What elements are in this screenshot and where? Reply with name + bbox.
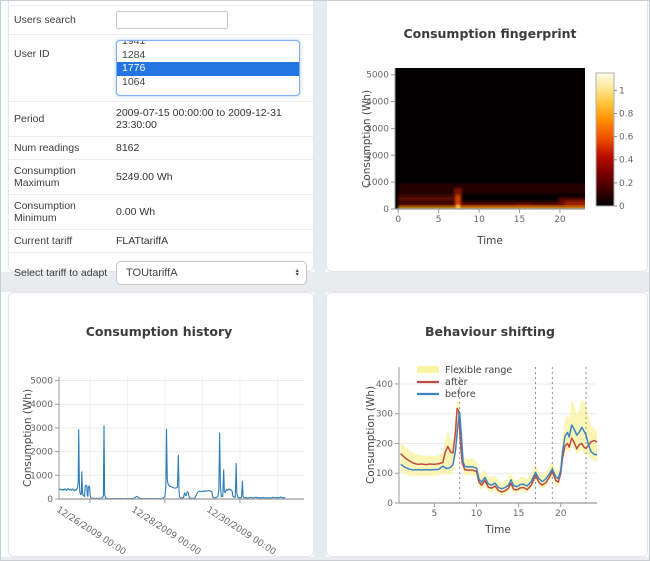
svg-text:Behaviour shifting: Behaviour shifting [425, 324, 555, 339]
chart-svg: Consumption fingerprint01000200030004000… [361, 26, 634, 247]
svg-text:4000: 4000 [30, 400, 53, 410]
svg-text:4000: 4000 [366, 98, 389, 108]
form-row-value: 8162 [116, 142, 140, 154]
svg-text:0.6: 0.6 [619, 133, 634, 143]
user-id-row: User ID 1941 1284 1776 1064 [9, 35, 313, 102]
svg-text:10: 10 [473, 215, 485, 225]
svg-text:Time: Time [484, 524, 511, 536]
svg-text:Consumption (Wh): Consumption (Wh) [22, 389, 34, 487]
form-row-value: 5249.00 Wh [116, 171, 173, 183]
form-row: Consumption Maximum 5249.00 Wh [9, 160, 313, 195]
svg-text:200: 200 [376, 439, 393, 449]
form-row-label: Consumption Minimum [14, 200, 76, 224]
user-id-label: User ID [14, 48, 50, 60]
users-search-input[interactable] [116, 11, 228, 29]
svg-text:12/28/2009 00:00: 12/28/2009 00:00 [129, 505, 202, 556]
user-id-option[interactable]: 1284 [122, 48, 146, 61]
form-row-value: FLATtariffA [116, 235, 169, 247]
svg-text:Time: Time [476, 235, 503, 247]
svg-text:1000: 1000 [30, 471, 53, 481]
svg-text:12/26/2009 00:00: 12/26/2009 00:00 [54, 505, 127, 556]
svg-text:0: 0 [47, 495, 53, 505]
svg-text:100: 100 [376, 469, 393, 479]
svg-text:5000: 5000 [30, 377, 53, 387]
svg-text:3000: 3000 [366, 124, 389, 134]
behaviour-card: Flexible range after before Behaviour shift… [326, 292, 648, 557]
tariff-select-value: TOUtariffA [126, 267, 178, 279]
svg-text:20: 20 [555, 509, 567, 519]
svg-text:3000: 3000 [30, 424, 53, 434]
svg-text:0: 0 [395, 215, 401, 225]
svg-text:0: 0 [619, 202, 625, 212]
fingerprint-card: Consumption fingerprint 0 1000 2000 3000 4000… [326, 1, 648, 272]
svg-text:0.2: 0.2 [619, 179, 633, 189]
svg-text:1000: 1000 [366, 178, 389, 188]
bottom-gutter [1, 557, 649, 560]
form-row-label: Period [14, 113, 45, 125]
form-row: Period 2009-07-15 00:00:00 to 2009-12-31 … [9, 102, 313, 137]
users-search-row: Users search [9, 5, 313, 35]
user-id-option[interactable]: 1941 [122, 40, 146, 47]
svg-text:0: 0 [383, 205, 389, 215]
svg-text:15: 15 [514, 215, 525, 225]
svg-text:Consumption history: Consumption history [86, 324, 233, 339]
user-id-option[interactable]: 1064 [122, 75, 146, 88]
svg-text:Flexible range: Flexible range [445, 365, 512, 376]
consumption-fingerprint-chart: Consumption fingerprint 0 1000 2000 3000 4000… [327, 1, 647, 275]
form-row-label: Num readings [14, 142, 80, 154]
svg-text:300: 300 [376, 410, 393, 420]
svg-text:5: 5 [436, 215, 442, 225]
svg-text:0.4: 0.4 [619, 156, 634, 166]
svg-text:2000: 2000 [366, 151, 389, 161]
svg-text:10: 10 [471, 509, 483, 519]
svg-text:400: 400 [376, 380, 393, 390]
svg-text:before: before [445, 389, 476, 400]
user-id-listbox[interactable]: 1941 1284 1776 1064 [116, 40, 300, 96]
svg-text:2000: 2000 [30, 448, 53, 458]
svg-text:after: after [445, 377, 468, 388]
tariff-select-row: Select tariff to adapt TOUtariffA ▲ ▼ [9, 253, 313, 290]
svg-text:15: 15 [513, 509, 524, 519]
select-arrows-icon: ▲ ▼ [294, 268, 300, 278]
tariff-select-label: Select tariff to adapt [14, 267, 108, 279]
chart-svg: Consumption history 0 1000 2000 3000 4000 5000… [22, 324, 304, 558]
control-panel: Users search User ID 1941 1284 1776 1064 Pe… [8, 1, 314, 319]
svg-text:Consumption (Wh): Consumption (Wh) [365, 386, 377, 484]
svg-text:20: 20 [554, 215, 566, 225]
form-info-rows: Period 2009-07-15 00:00:00 to 2009-12-31 … [9, 102, 313, 253]
svg-text:0: 0 [387, 499, 393, 509]
svg-text:0.8: 0.8 [619, 109, 634, 119]
svg-text:Consumption (Wh): Consumption (Wh) [361, 90, 373, 188]
form-row-label: Current tariff [14, 235, 73, 247]
form-row: Current tariff FLATtariffA [9, 230, 313, 253]
behaviour-shifting-chart: Flexible range after before Behaviour shift… [327, 293, 647, 560]
consumption-history-chart: Consumption history 0 1000 2000 3000 4000 5000… [9, 293, 313, 560]
svg-text:5: 5 [432, 509, 438, 519]
form-row: Num readings 8162 [9, 137, 313, 160]
form-row-value: 0.00 Wh [116, 206, 156, 218]
svg-text:1: 1 [619, 86, 625, 96]
svg-text:Consumption fingerprint: Consumption fingerprint [403, 26, 576, 41]
tariff-select[interactable]: TOUtariffA ▲ ▼ [116, 261, 307, 285]
history-card: Consumption history 0 1000 2000 3000 4000 5000… [8, 292, 314, 558]
form-row: Consumption Minimum 0.00 Wh [9, 195, 313, 230]
svg-text:5000: 5000 [366, 71, 389, 81]
users-search-label: Users search [14, 14, 76, 26]
form-row-label: Consumption Maximum [14, 165, 76, 189]
user-id-option[interactable]: 1776 [117, 62, 299, 76]
form-row-value: 2009-07-15 00:00:00 to 2009-12-31 23:30:… [116, 107, 282, 131]
svg-text:12/30/2009 00:00: 12/30/2009 00:00 [204, 505, 277, 556]
